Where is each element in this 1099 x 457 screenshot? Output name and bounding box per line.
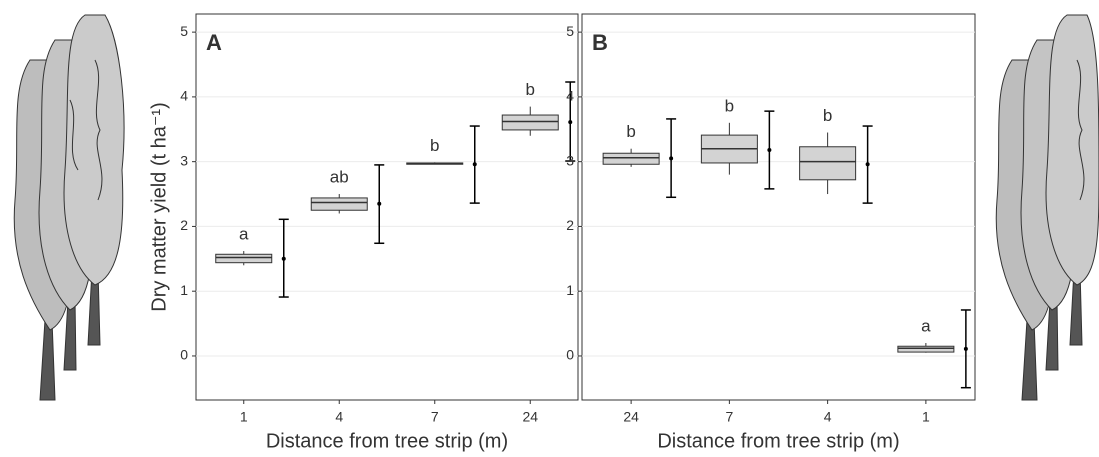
mean-point <box>669 156 674 161</box>
x-tick-label: 24 <box>522 409 538 425</box>
significance-letter: b <box>823 106 832 125</box>
significance-letter: b <box>526 80 535 99</box>
box <box>897 345 955 353</box>
plot-area <box>581 13 976 401</box>
box <box>799 146 857 181</box>
mean-point <box>568 120 573 125</box>
y-tick-label: 2 <box>566 217 574 233</box>
y-tick-label: 3 <box>180 152 188 168</box>
significance-letter: b <box>725 96 734 115</box>
significance-letter: b <box>430 136 439 155</box>
y-tick-label: 0 <box>180 347 188 363</box>
panel-label: B <box>592 30 608 55</box>
mean-point <box>963 346 968 351</box>
x-axis-label: Distance from tree strip (m) <box>266 430 508 452</box>
mean-point <box>865 162 870 167</box>
y-tick-label: 1 <box>180 282 188 298</box>
panel-label: A <box>206 30 222 55</box>
tree-right <box>995 14 1099 401</box>
x-tick-label: 4 <box>335 409 343 425</box>
box <box>215 253 273 264</box>
y-tick-label: 4 <box>566 88 574 104</box>
y-tick-label: 4 <box>180 88 188 104</box>
mean-point <box>281 256 286 261</box>
mean-point <box>472 162 477 167</box>
mean-point <box>377 201 382 206</box>
x-tick-label: 1 <box>240 409 248 425</box>
x-tick-label: 24 <box>623 409 639 425</box>
y-tick-label: 2 <box>180 217 188 233</box>
box <box>310 197 368 211</box>
y-tick-label: 3 <box>566 152 574 168</box>
significance-letter: a <box>921 316 931 335</box>
significance-letter: b <box>626 122 635 141</box>
y-tick-label: 5 <box>566 23 574 39</box>
x-tick-label: 7 <box>725 409 733 425</box>
y-tick-label: 5 <box>180 23 188 39</box>
box <box>501 114 559 131</box>
y-axis-label: Dry matter yield (t ha⁻¹) <box>148 102 170 311</box>
significance-letter: a <box>239 225 249 244</box>
x-tick-label: 4 <box>824 409 832 425</box>
significance-letter: ab <box>330 168 349 187</box>
tree-left <box>13 14 125 401</box>
y-tick-label: 1 <box>566 282 574 298</box>
y-tick-label: 0 <box>566 347 574 363</box>
mean-point <box>767 148 772 153</box>
x-tick-label: 7 <box>431 409 439 425</box>
box <box>602 152 660 165</box>
x-axis-label: Distance from tree strip (m) <box>657 430 899 452</box>
x-tick-label: 1 <box>922 409 930 425</box>
plot-area <box>195 13 579 401</box>
